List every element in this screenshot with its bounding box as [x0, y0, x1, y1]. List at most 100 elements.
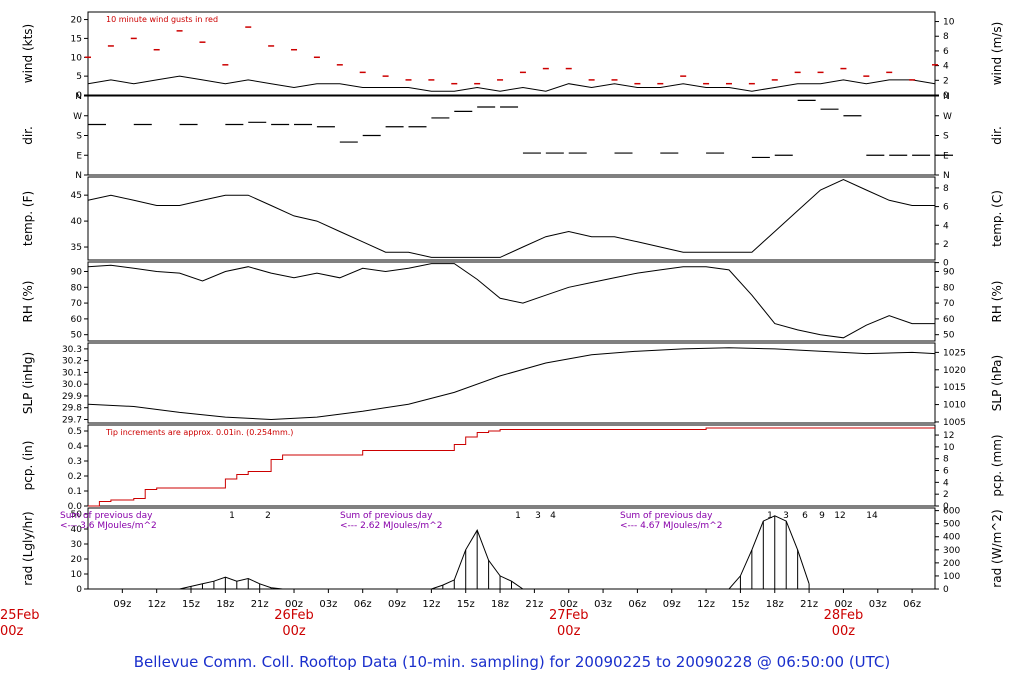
pcp-series-line [88, 427, 935, 507]
x-tick-label: 18z [216, 599, 234, 610]
slp-right-tick-label: 1020 [943, 366, 966, 376]
dir-left-tick-label: N [75, 92, 82, 102]
x-tick-label: 09z [113, 599, 131, 610]
slp-left-tick-label: 30.1 [62, 368, 82, 378]
x-tick-label: 15z [457, 599, 475, 610]
rh-frame [87, 261, 936, 342]
x-tick-label: 15z [731, 599, 749, 610]
dir-left-tick-label: E [76, 151, 82, 161]
pcp-left-tick-label: 0.0 [68, 502, 83, 512]
wind-left-tick-label: 5 [76, 72, 82, 82]
x-tick-label: 21z [800, 599, 818, 610]
temp-left-tick-label: 40 [71, 217, 83, 227]
wind-left-tick-label: 20 [71, 16, 83, 26]
wind-annotation: 10 minute wind gusts in red [106, 15, 218, 24]
slp-panel: 29.729.8 29.9 30.0 30.130.2 30.3 1005 1010 1015… [21, 342, 1004, 428]
rad-hour-marker: 2 [265, 511, 271, 521]
chart-title: Bellevue Comm. Coll. Rooftop Data (10-mi… [134, 653, 891, 671]
pcp-left-tick-label: 0.2 [68, 472, 82, 482]
rad-hour-marker: 3 [783, 511, 789, 521]
dir-left-label: dir. [21, 126, 35, 145]
rad-left-label: rad (Lgly/hr) [21, 511, 35, 585]
x-tick-label: 03z [869, 599, 887, 610]
temp-right-tick-label: 2 [943, 240, 949, 250]
pcp-right-tick-label: 2 [943, 490, 949, 500]
rad-right-tick-label: 300 [943, 546, 960, 556]
rh-left-tick-label: 60 [71, 315, 83, 325]
x-tick-label: 03z [594, 599, 612, 610]
rh-left-tick-label: 50 [71, 331, 83, 341]
slp-right-tick-label: 1010 [943, 401, 966, 411]
wind-right-tick-label: 2 [943, 76, 949, 86]
wind-right-tick-label: 0 [943, 91, 949, 101]
x-tick-label: 00z [560, 599, 578, 610]
rh-series-line [87, 263, 935, 339]
date-label-hour: 00z [557, 624, 581, 639]
wind-left-tick-label: 10 [71, 53, 83, 63]
wind-frame [87, 11, 936, 96]
rh-left-tick-label: 70 [71, 299, 83, 309]
rad-note-title: Sum of previous day [340, 511, 433, 521]
slp-left-tick-label: 29.7 [62, 415, 82, 425]
rad-right-tick-label: 100 [943, 572, 960, 582]
rad-frame [87, 507, 936, 590]
x-tick-label: 00z [285, 599, 303, 610]
x-tick-label: 06z [354, 599, 372, 610]
rad-note-value: <--- 3.6 MJoules/m^2 [60, 521, 157, 531]
x-tick-label: 15z [182, 599, 200, 610]
temp-left-tick-label: 45 [71, 191, 82, 201]
wind-right-tick-label: 6 [943, 47, 949, 57]
rh-right-tick-label: 70 [943, 299, 955, 309]
rad-hour-marker: 12 [834, 511, 845, 521]
slp-left-label: SLP (inHg) [21, 352, 35, 414]
slp-left-tick-label: 30.3 [62, 345, 82, 355]
date-label-day: 26Feb [274, 608, 314, 623]
x-tick-label: 09z [388, 599, 406, 610]
pcp-frame [87, 424, 936, 507]
temp-left-label: temp. (F) [21, 191, 35, 246]
date-label-day: 28Feb [824, 608, 864, 623]
pcp-right-tick-label: 6 [943, 467, 949, 477]
wind-series-line [87, 75, 936, 92]
rh-right-label: RH (%) [990, 281, 1004, 323]
temp-right-tick-label: 8 [943, 184, 949, 194]
temp-panel: 35 40 45 0 2 4 6 8 temp. (F) temp. (C) [21, 176, 1004, 269]
rad-left-tick-label: 20 [71, 555, 83, 565]
rad-outline [179, 515, 810, 590]
wind-right-tick-label: 8 [943, 32, 949, 42]
rh-left-tick-label: 80 [71, 283, 83, 293]
x-tick-label: 18z [766, 599, 784, 610]
pcp-right-tick-label: 4 [943, 478, 949, 488]
rad-left-tick-label: 50 [71, 510, 83, 520]
pcp-right-tick-label: 8 [943, 455, 949, 465]
dir-left-tick-label: N [75, 171, 82, 181]
pcp-right-label: pcp. (mm) [990, 434, 1004, 496]
x-tick-label: 12z [148, 599, 166, 610]
date-label-hour: 00z [0, 624, 24, 639]
date-label-day: 25Feb [0, 608, 40, 623]
rh-panel: 50 60 70 80 90 50 60 70 80 90 RH (%) RH (%) [21, 261, 1004, 342]
dir-left-tick-label: W [73, 112, 82, 122]
slp-right-label: SLP (hPa) [990, 355, 1004, 411]
dir-right-tick-label: N [943, 92, 950, 102]
slp-right-tick-label: 1015 [943, 383, 966, 393]
slp-right-tick-label: 1005 [943, 418, 966, 428]
dir-left-tick-label: S [76, 132, 82, 142]
rad-right-tick-label: 200 [943, 559, 960, 569]
temp-frame [87, 176, 936, 261]
rad-right-label: rad (W/m^2) [990, 509, 1004, 587]
pcp-right-tick-label: 0 [943, 502, 949, 512]
rad-hour-marker: 1 [767, 511, 773, 521]
slp-left-tick-label: 29.8 [62, 404, 82, 414]
pcp-annotation: Tip increments are approx. 0.01in. (0.25… [105, 428, 293, 437]
pcp-panel: 0.0 0.1 0.2 0.3 0.4 0.5 0 2 46 8 10 12 pcp. (in) pcp.… [21, 424, 1004, 512]
pcp-right-tick-label: 10 [943, 443, 955, 453]
pcp-left-tick-label: 0.5 [68, 427, 82, 437]
temp-right-tick-label: 4 [943, 221, 949, 231]
rh-left-tick-label: 90 [71, 267, 83, 277]
temp-right-tick-label: 6 [943, 203, 949, 213]
pcp-left-tick-label: 0.3 [68, 457, 82, 467]
